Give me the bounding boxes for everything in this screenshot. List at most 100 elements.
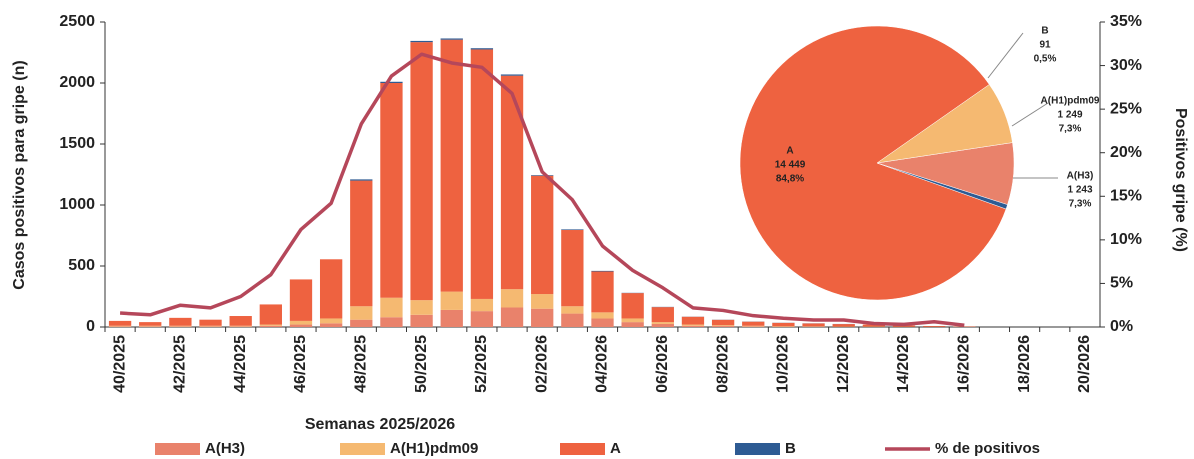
- bar-segment: [561, 313, 584, 327]
- y2-tick-label: 15%: [1110, 188, 1142, 205]
- bar-segment: [470, 298, 494, 312]
- legend-label: B: [785, 440, 796, 457]
- y-tick-label: 1500: [59, 135, 95, 152]
- pie-value-label: 91: [1039, 40, 1051, 51]
- bar-segment: [350, 306, 373, 320]
- bar-segment: [199, 326, 222, 327]
- x-tick-label: 08/2026: [714, 335, 731, 393]
- bar-segment: [591, 318, 614, 327]
- bar-segment: [440, 309, 463, 327]
- x-tick-label: 52/2025: [473, 335, 490, 393]
- bar-segment: [892, 325, 916, 327]
- bar-segment: [410, 300, 433, 315]
- bar-segment: [561, 230, 584, 307]
- bar-segment: [500, 75, 524, 290]
- bar-segment: [259, 304, 282, 325]
- bar-segment: [591, 270, 614, 272]
- bar-segment: [651, 307, 674, 323]
- y2-tick-label: 35%: [1110, 13, 1142, 30]
- bar-segment: [651, 322, 674, 324]
- bar-segment: [108, 320, 132, 326]
- x-tick-label: 12/2026: [835, 335, 852, 393]
- bar-segment: [440, 291, 463, 310]
- bar-segment: [169, 326, 192, 327]
- legend-swatch: [560, 443, 605, 455]
- bar-segment: [440, 39, 463, 292]
- line: [119, 52, 965, 327]
- legend-swatch: [735, 443, 780, 455]
- legend-swatch: [340, 443, 385, 455]
- pie-value-label: 14 449: [775, 160, 806, 171]
- bar-segment: [651, 323, 674, 327]
- bar-segment: [259, 325, 282, 327]
- legend-label: A(H1)pdm09: [390, 440, 478, 457]
- y-tick-label: 2000: [59, 74, 95, 91]
- pie-label: A(H1)pdm09: [1041, 96, 1100, 107]
- bar-segment: [289, 320, 313, 325]
- bar-segment: [289, 279, 313, 321]
- bar-segment: [289, 324, 313, 327]
- x-tick-label: 10/2026: [775, 335, 792, 393]
- bar-segment: [470, 49, 494, 299]
- bar-segment: [531, 175, 554, 176]
- bar-segment: [742, 325, 765, 327]
- bar-segment: [711, 326, 735, 327]
- x-tick-label: 16/2026: [956, 335, 973, 393]
- bar-segment: [621, 293, 644, 319]
- legend-label: A: [610, 440, 621, 457]
- bar-segment: [169, 317, 192, 326]
- bar-segment: [169, 325, 192, 327]
- leader-line: [987, 32, 1024, 79]
- y2-tick-label: 25%: [1110, 100, 1142, 117]
- x-tick-label: 50/2025: [413, 335, 430, 393]
- bar-segment: [139, 322, 162, 326]
- y-tick-label: 0: [86, 318, 95, 335]
- bar-segment: [319, 318, 343, 324]
- bar-segment: [410, 42, 433, 301]
- bar-segment: [531, 175, 554, 295]
- bar-segment: [802, 323, 825, 327]
- bar-segment: [380, 83, 403, 298]
- bar-segment: [470, 48, 494, 50]
- pie-percent-label: 7,3%: [1069, 199, 1092, 210]
- bar-segment: [923, 326, 946, 327]
- bar-segment: [319, 323, 343, 327]
- pie-slice: [876, 162, 1008, 210]
- y2-axis-title: Positivos gripe (%): [1172, 108, 1189, 252]
- bar-segment: [772, 322, 795, 327]
- bar-segment: [440, 38, 463, 40]
- y2-tick-label: 30%: [1110, 57, 1142, 74]
- bar-segment: [380, 317, 403, 327]
- y2-tick-label: 0%: [1110, 318, 1133, 335]
- x-tick-label: 42/2025: [172, 335, 189, 393]
- pie-value-label: 1 249: [1057, 110, 1082, 121]
- y2-tick-label: 5%: [1110, 275, 1133, 292]
- x-tick-label: 04/2026: [594, 335, 611, 393]
- bar-segment: [410, 314, 433, 327]
- bar-segment: [591, 312, 614, 319]
- x-tick-label: 44/2025: [232, 335, 249, 393]
- x-axis-title: Semanas 2025/2026: [305, 416, 455, 433]
- x-tick-label: 14/2026: [895, 335, 912, 393]
- bar-segment: [531, 308, 554, 327]
- bar-segment: [350, 319, 373, 327]
- bar-segment: [380, 297, 403, 318]
- bar-segment: [561, 306, 584, 314]
- bar-segment: [621, 318, 644, 323]
- y2-tick-label: 10%: [1110, 231, 1142, 248]
- bar-segment: [681, 316, 705, 325]
- x-tick-label: 20/2026: [1076, 335, 1093, 393]
- pie-percent-label: 7,3%: [1059, 124, 1082, 135]
- x-tick-label: 02/2026: [533, 335, 550, 393]
- bar-segment: [139, 325, 162, 327]
- bar-segment: [380, 81, 403, 83]
- bar-segment: [561, 229, 584, 231]
- bar-segment: [108, 326, 132, 327]
- y2-tick-label: 20%: [1110, 144, 1142, 161]
- pie-label: A: [786, 146, 793, 157]
- x-tick-label: 06/2026: [654, 335, 671, 393]
- bar-segment: [742, 321, 765, 326]
- x-tick-label: 40/2025: [111, 335, 128, 393]
- pie-label: B: [1041, 26, 1048, 37]
